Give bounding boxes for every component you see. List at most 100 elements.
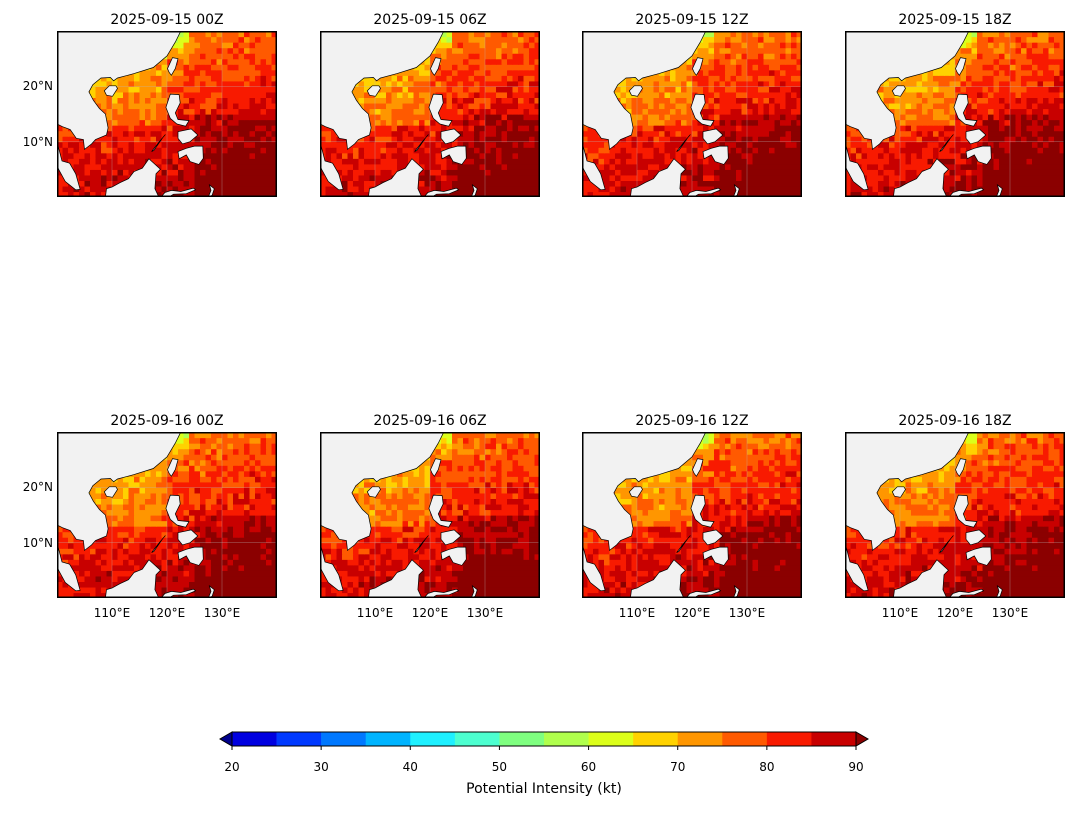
- map-panel: 2025-09-16 12Z 110°E 120°E 130°E: [582, 413, 802, 620]
- panel-border: [57, 31, 277, 197]
- longitude-label: 110°E: [356, 606, 394, 620]
- landmass: [366, 85, 381, 97]
- potential-intensity-map: [845, 432, 1065, 598]
- colorbar-tick-label: 50: [491, 760, 508, 774]
- landmass: [965, 145, 992, 165]
- colorbar-tick-label: 20: [224, 760, 240, 774]
- longitude-label: 110°E: [881, 606, 919, 620]
- longitude-label: 120°E: [936, 606, 974, 620]
- ocean-field: [320, 31, 540, 197]
- landmass: [414, 535, 429, 553]
- map-panel: 2025-09-16 06Z 110°E 120°E 130°E: [320, 413, 540, 620]
- colorbar-bin: [633, 732, 679, 746]
- panel-border: [845, 31, 1065, 197]
- longitude-label: 110°E: [93, 606, 131, 620]
- longitude-label: 120°E: [673, 606, 711, 620]
- colorbar-tick-label: 70: [670, 760, 686, 774]
- panel-title: 2025-09-16 00Z: [110, 413, 224, 429]
- landmass: [320, 31, 445, 151]
- landmass: [702, 546, 729, 566]
- landmass: [167, 458, 179, 477]
- landmass: [151, 134, 166, 152]
- landmass: [366, 486, 381, 498]
- panel-title: 2025-09-16 18Z: [898, 413, 1012, 429]
- map-panel: 2025-09-15 18Z: [845, 12, 1065, 197]
- panel-title: 2025-09-15 18Z: [898, 12, 1012, 28]
- landmass: [702, 529, 724, 546]
- panel-title: 2025-09-16 12Z: [635, 413, 749, 429]
- landmass: [57, 432, 182, 552]
- colorbar-frame: [231, 731, 857, 747]
- longitude-label: 120°E: [148, 606, 186, 620]
- longitude-label: 120°E: [411, 606, 449, 620]
- panel-border: [845, 432, 1065, 598]
- colorbar-tick-label: 80: [759, 760, 775, 774]
- landmass: [628, 85, 643, 97]
- latitude-label: 20°N: [22, 480, 53, 495]
- potential-intensity-map: [320, 31, 540, 197]
- longitude-label: 130°E: [203, 606, 241, 620]
- colorbar-label: Potential Intensity (kt): [466, 781, 622, 797]
- ocean-field: [57, 432, 277, 598]
- landmass: [57, 31, 182, 151]
- landmass: [165, 494, 190, 528]
- panel-border: [320, 31, 540, 197]
- colorbar-bin: [766, 732, 812, 746]
- landmass: [430, 458, 442, 477]
- landmass: [440, 529, 462, 546]
- landmass: [167, 57, 179, 76]
- landmass: [676, 535, 691, 553]
- landmass: [692, 458, 704, 477]
- ocean-field: [845, 432, 1065, 598]
- colorbar: [219, 731, 869, 750]
- colorbar-tick-label: 40: [402, 760, 418, 774]
- landmass: [440, 128, 462, 145]
- panel-border: [57, 432, 277, 598]
- landmass: [955, 57, 967, 76]
- landmass: [177, 128, 199, 145]
- ocean-field: [845, 31, 1065, 197]
- landmass: [939, 134, 954, 152]
- ocean-field: [582, 432, 802, 598]
- landmass: [891, 486, 906, 498]
- map-panel: 2025-09-15 12Z: [582, 12, 802, 197]
- panel-title: 2025-09-16 06Z: [373, 413, 487, 429]
- potential-intensity-map: [57, 432, 277, 598]
- landmass: [692, 57, 704, 76]
- colorbar-bin: [544, 732, 589, 746]
- landmass: [440, 145, 467, 165]
- longitude-label: 130°E: [466, 606, 504, 620]
- landmass: [690, 494, 715, 528]
- landmass: [845, 432, 970, 552]
- landmass: [965, 529, 987, 546]
- colorbar-tick-label: 30: [313, 760, 329, 774]
- landmass: [690, 93, 715, 127]
- longitude-label: 130°E: [991, 606, 1029, 620]
- landmass: [953, 494, 978, 528]
- colorbar-bin: [811, 732, 857, 746]
- colorbar-bin: [677, 732, 723, 746]
- longitude-label: 130°E: [728, 606, 766, 620]
- panel-border: [582, 31, 802, 197]
- landmass: [939, 535, 954, 553]
- landmass: [430, 57, 442, 76]
- landmass: [177, 529, 199, 546]
- ocean-field: [57, 31, 277, 197]
- panel-border: [582, 432, 802, 598]
- colorbar-tick-label: 60: [580, 760, 597, 774]
- map-panel: 2025-09-16 18Z 110°E 120°E 130°E: [845, 413, 1065, 620]
- colorbar-bin: [321, 732, 367, 746]
- landmass: [165, 93, 190, 127]
- landmass: [428, 93, 453, 127]
- colorbar-bin: [276, 732, 322, 746]
- landmass: [676, 134, 691, 152]
- landmass: [151, 535, 166, 553]
- potential-intensity-map: [582, 432, 802, 598]
- landmass: [414, 134, 429, 152]
- landmass: [103, 486, 118, 498]
- colorbar-bin: [232, 732, 277, 746]
- landmass: [953, 93, 978, 127]
- potential-intensity-map: [320, 432, 540, 598]
- landmass: [955, 458, 967, 477]
- landmass: [702, 145, 729, 165]
